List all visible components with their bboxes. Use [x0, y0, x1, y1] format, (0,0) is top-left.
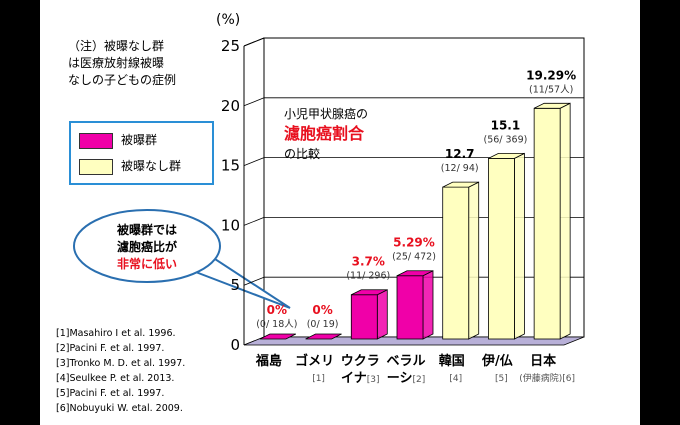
- bar-chart: 0 5 10 15 20 25 (%) 0% (0/ 18人) 0% (0/ 19) 3.7% (11/…: [73, 12, 585, 386]
- bar-top: [396, 270, 434, 277]
- references: [1]Masahiro I et al. 1996. [2]Pacini F. …: [56, 326, 185, 416]
- x-tick-label: ウクラ: [341, 354, 380, 369]
- x-tick-ref: [1]: [312, 374, 325, 384]
- bar: [305, 333, 342, 340]
- bar: [396, 275, 424, 340]
- reference-item: [2]Pacini F. et al. 1997.: [56, 343, 165, 354]
- reference-item: [1]Masahiro I et al. 1996.: [56, 328, 176, 339]
- callout-line2: 濾胞癌比が: [116, 240, 177, 254]
- data-label: 0%: [312, 303, 332, 317]
- y-tick-label: 10: [221, 216, 240, 234]
- chart-title: 小児甲状腺癌の 濾胞癌割合 の比較: [284, 104, 368, 164]
- data-label: 5.29%: [393, 236, 435, 250]
- bar-side: [422, 270, 434, 340]
- callout-bubble: [73, 209, 291, 309]
- side-gridline: [243, 97, 265, 107]
- x-tick-ref: [3]: [367, 375, 380, 385]
- x-tick-label: 伊/仏: [481, 353, 513, 369]
- bar-top: [533, 102, 571, 109]
- chart-title-line3: の比較: [284, 147, 321, 161]
- x-tick-ref: (伊藤病院)[6]: [519, 372, 575, 384]
- bar: [488, 158, 515, 340]
- bar-side: [514, 152, 525, 340]
- x-tick-ref: [5]: [495, 374, 508, 384]
- legend: 被曝群 被曝なし群: [69, 121, 214, 185]
- legend-swatch-unexposed: [79, 159, 113, 175]
- x-tick-label: 福島: [255, 353, 282, 369]
- data-label: 12.7: [445, 147, 475, 161]
- bar-side: [559, 102, 571, 340]
- count-label: (11/ 296): [346, 271, 390, 282]
- count-label: (25/ 472): [392, 252, 436, 263]
- bar: [350, 294, 378, 340]
- data-label: 15.1: [491, 118, 521, 132]
- bar-top: [351, 289, 388, 296]
- legend-swatch-exposed: [79, 133, 113, 149]
- bar-side: [468, 181, 480, 340]
- note: （注）被曝なし群 は医療放射線被曝 なしの子どもの症例: [68, 38, 176, 89]
- bar: [259, 333, 297, 340]
- bar-side: [376, 289, 388, 340]
- y-tick-label: 20: [221, 97, 240, 115]
- legend-label-unexposed: 被曝なし群: [121, 159, 182, 173]
- x-tick-label: ゴメリ: [295, 353, 334, 369]
- reference-item: [6]Nobuyuki W. etal. 2009.: [56, 403, 183, 414]
- side-gridline: [243, 276, 265, 286]
- x-tick-label: ーシ[2]: [387, 371, 426, 386]
- reference-item: [4]Seulkee P. et al. 2013.: [56, 373, 175, 384]
- x-tick-ref: [2]: [413, 375, 426, 385]
- legend-label-exposed: 被曝群: [121, 133, 158, 147]
- count-label: (0/ 19): [307, 319, 339, 330]
- bar: [442, 186, 470, 340]
- reference-item: [3]Tronko M. D. et al. 1997.: [56, 358, 186, 369]
- x-tick-label: イナ[3]: [341, 371, 380, 386]
- x-tick-label: 日本: [530, 353, 556, 369]
- side-gridline: [243, 217, 265, 226]
- data-label: 0%: [267, 303, 287, 317]
- data-label: 19.29%: [526, 68, 576, 82]
- count-label: (12/ 94): [441, 163, 479, 174]
- callout-line1: 被曝群では: [116, 223, 177, 237]
- x-tick-ref: [4]: [449, 374, 462, 384]
- y-tick-label: 5: [230, 276, 240, 294]
- y-tick-label: 25: [221, 37, 240, 55]
- reference-item: [5]Pacini F. et al. 1997.: [56, 388, 165, 399]
- count-label: (56/ 369): [483, 134, 527, 145]
- callout-line3: 非常に低い: [116, 257, 177, 271]
- count-label: (0/ 18人): [256, 319, 297, 330]
- side-gridline: [243, 157, 265, 166]
- y-axis-label: (%): [216, 12, 240, 28]
- y-tick-label: 15: [221, 157, 240, 175]
- callout-ellipse: [73, 209, 221, 283]
- bar-top: [442, 181, 479, 188]
- y-tick-label: 0: [230, 336, 240, 354]
- bar: [533, 107, 561, 340]
- note-line: （注）被曝なし群: [68, 39, 165, 53]
- note-line: なしの子どもの症例: [68, 73, 177, 87]
- callout: 被曝群では 濾胞癌比が 非常に低い: [92, 222, 202, 273]
- bar-top: [488, 153, 525, 159]
- data-label: 3.7%: [352, 255, 385, 269]
- count-label: (11/57人): [529, 84, 573, 95]
- side-wall-top-edge: [243, 37, 265, 47]
- note-line: は医療放射線被曝: [68, 56, 165, 70]
- slide: 0 5 10 15 20 25 (%) 0% (0/ 18人) 0% (0/ 19) 3.7% (11/…: [40, 0, 640, 425]
- x-tick-label: 韓国: [439, 353, 465, 369]
- x-tick-label: ベラル: [386, 354, 425, 369]
- chart-title-line1: 小児甲状腺癌の: [284, 107, 369, 121]
- chart-title-line2: 濾胞癌割合: [284, 124, 365, 143]
